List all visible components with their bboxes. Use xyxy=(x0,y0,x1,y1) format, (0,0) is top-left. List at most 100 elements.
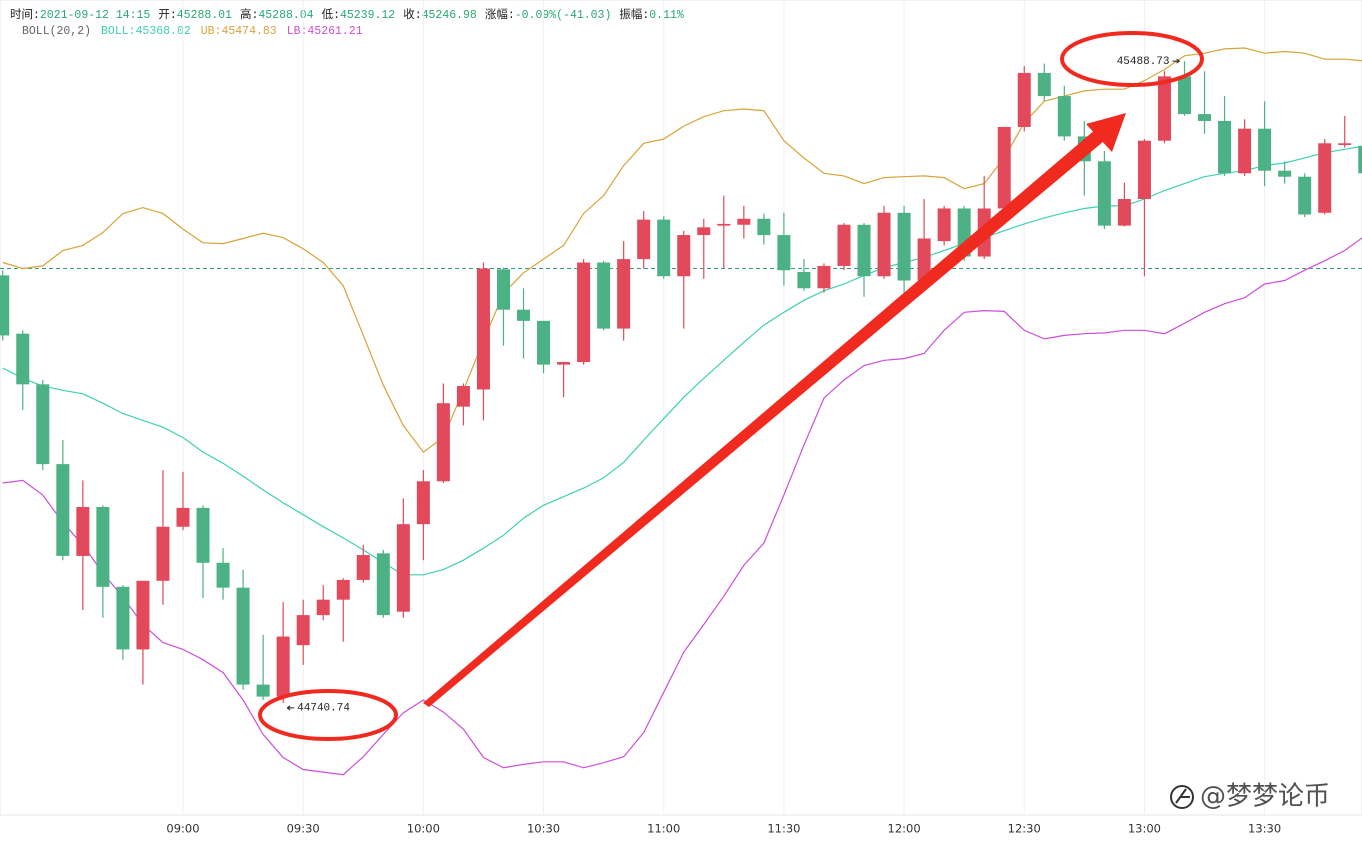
candle-body xyxy=(617,259,631,329)
candle-body xyxy=(1157,76,1171,141)
candle-body xyxy=(356,555,370,580)
candle-body xyxy=(376,553,390,616)
candle-body xyxy=(817,265,831,289)
candle-body xyxy=(697,227,711,236)
low-label: 44740.74 xyxy=(297,703,350,715)
x-tick-label: 09:30 xyxy=(287,822,320,836)
candle-body xyxy=(396,524,410,612)
candle-body xyxy=(1198,114,1212,121)
candle-body xyxy=(276,636,290,697)
candle-body xyxy=(236,587,250,685)
header-label: 振幅: xyxy=(619,9,650,22)
header-value: 45288.01 xyxy=(176,9,232,22)
candle-body xyxy=(176,507,190,527)
candle-body xyxy=(1037,72,1051,97)
candle-body xyxy=(476,268,490,390)
low-circle xyxy=(258,689,398,741)
candle-body xyxy=(637,219,651,260)
legend-entry: BOLL:45368.02 xyxy=(101,25,191,38)
candle-body xyxy=(937,208,951,242)
candle-body xyxy=(16,333,30,385)
watermark: @梦梦论币 xyxy=(1200,782,1330,812)
high-label: 45488.73 xyxy=(1117,56,1170,68)
candle-body xyxy=(316,599,330,616)
candle-body xyxy=(1097,161,1111,226)
candle-body xyxy=(96,507,110,587)
candle-body xyxy=(997,126,1011,209)
header-label: 低: xyxy=(321,9,340,22)
watermark-icon xyxy=(1170,785,1194,809)
header-label: 时间: xyxy=(10,9,40,22)
header-label: 开: xyxy=(158,9,177,22)
candle-body xyxy=(1218,120,1232,174)
candle-body xyxy=(857,224,871,277)
x-tick-label: 12:30 xyxy=(1008,822,1041,836)
legend-value: 45261.21 xyxy=(307,25,363,38)
candle-body xyxy=(416,481,430,525)
candle-body xyxy=(1178,76,1191,115)
candle-body xyxy=(1137,140,1151,200)
candle-body xyxy=(537,320,551,365)
candle-body xyxy=(1338,143,1352,145)
trend-arrow-head xyxy=(1086,113,1126,152)
candle-body xyxy=(1057,96,1071,137)
header-label: 涨幅: xyxy=(484,9,515,22)
candle-body xyxy=(196,507,210,563)
candle-body xyxy=(296,615,310,646)
header-label: 高: xyxy=(239,9,259,22)
ohlc-header: 时间:2021-09-12 14:15 开:45288.01 高:45288.04 低… xyxy=(10,6,692,22)
candle-body xyxy=(777,235,791,271)
candle-body xyxy=(496,269,510,310)
candle-body xyxy=(577,262,591,363)
boll-line xyxy=(2,237,1362,776)
x-tick-label: 12:00 xyxy=(888,822,921,836)
candle-body xyxy=(336,579,350,600)
candle-body xyxy=(837,224,851,266)
x-tick-label: 13:30 xyxy=(1248,822,1281,836)
x-tick-label: 13:00 xyxy=(1128,822,1161,836)
legend-label: UB: xyxy=(200,25,222,38)
header-label: 收: xyxy=(403,9,422,22)
indicator-legend: BOLL(20,2) BOLL:45368.02 UB:45474.83 LB:452… xyxy=(22,25,373,38)
candle-body xyxy=(1298,176,1312,215)
candle-body xyxy=(1318,143,1332,213)
trend-arrow xyxy=(423,129,1104,707)
candle-body xyxy=(657,219,671,277)
high-circle xyxy=(1060,31,1204,87)
candle-body xyxy=(917,238,931,281)
candle-body xyxy=(1238,128,1252,174)
legend-label: BOLL: xyxy=(101,25,136,38)
candle-body xyxy=(36,384,50,465)
candle-body xyxy=(797,271,811,289)
x-tick-label: 11:00 xyxy=(647,822,680,836)
candle-body xyxy=(757,218,771,236)
plot-frame xyxy=(0,0,1362,816)
candle-body xyxy=(456,386,470,407)
candle-body xyxy=(116,586,130,650)
candle-body xyxy=(0,275,10,336)
candle-body xyxy=(677,235,691,277)
candle-body xyxy=(717,223,731,226)
legend-label: LB: xyxy=(286,25,308,38)
legend-value: 45368.02 xyxy=(135,25,191,38)
candle-body xyxy=(216,562,230,588)
candle-body xyxy=(156,526,170,581)
legend-entry: UB:45474.83 xyxy=(201,25,277,38)
header-value: -0.09%(-41.03) xyxy=(514,9,612,22)
header-value: 0.11% xyxy=(649,9,684,22)
candle-body xyxy=(1278,170,1292,177)
high-pointer xyxy=(1172,58,1180,64)
candle-body xyxy=(897,212,911,281)
candle-body xyxy=(436,403,450,482)
candle-body xyxy=(597,262,611,329)
candle-body xyxy=(557,362,571,365)
x-tick-label: 10:30 xyxy=(527,822,560,836)
candle-body xyxy=(1258,128,1272,171)
x-tick-label: 09:00 xyxy=(166,822,199,836)
header-value: 45288.04 xyxy=(258,9,314,22)
header-value: 45246.98 xyxy=(421,9,477,22)
candle-body xyxy=(517,309,531,321)
candle-body xyxy=(1017,72,1031,127)
